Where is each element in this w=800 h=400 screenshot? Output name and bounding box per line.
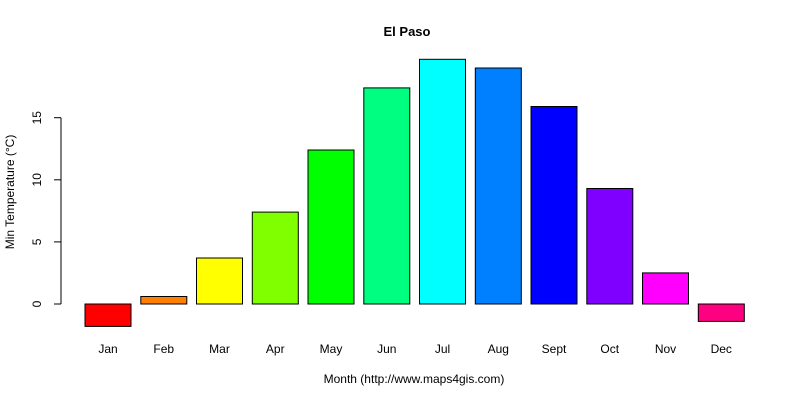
bars-group	[84, 58, 745, 327]
y-tick-label: 5	[30, 238, 44, 245]
x-tick-label: Jul	[435, 342, 450, 356]
bar-mar	[196, 257, 243, 305]
bar-dec	[697, 303, 745, 322]
y-axis-title: Min Temperature (°C)	[3, 135, 17, 250]
bar-nov	[642, 272, 689, 305]
x-tick-label: Mar	[209, 342, 230, 356]
bar-jan	[84, 303, 132, 327]
x-tick-label: Apr	[266, 342, 285, 356]
bar-oct	[586, 188, 634, 305]
x-tick-label: Feb	[153, 342, 174, 356]
bar-sept	[530, 106, 578, 305]
x-tick-label: Jun	[377, 342, 396, 356]
x-axis-title: Month (http://www.maps4gis.com)	[324, 372, 505, 386]
x-tick-label: Oct	[600, 342, 619, 356]
x-tick-label: Aug	[488, 342, 509, 356]
y-axis: 0 5 10 15	[30, 111, 62, 307]
x-tick-label: Jan	[98, 342, 117, 356]
bar-jul	[419, 58, 466, 305]
y-tick-label: 15	[30, 111, 44, 125]
bar-aug	[474, 67, 522, 305]
bar-may	[307, 149, 355, 305]
bar-apr	[251, 211, 299, 305]
x-axis-labels: Jan Feb Mar Apr May Jun Jul Aug Sept Oct Nov Dec	[98, 342, 732, 356]
x-tick-label: Nov	[655, 342, 676, 356]
x-tick-label: Dec	[711, 342, 732, 356]
y-tick-label: 0	[30, 300, 44, 307]
x-tick-label: Sept	[542, 342, 567, 356]
chart-title: El Paso	[384, 24, 431, 39]
bar-jun	[363, 87, 411, 305]
x-tick-label: May	[320, 342, 343, 356]
y-tick-label: 10	[30, 173, 44, 187]
bar-feb	[140, 296, 188, 305]
